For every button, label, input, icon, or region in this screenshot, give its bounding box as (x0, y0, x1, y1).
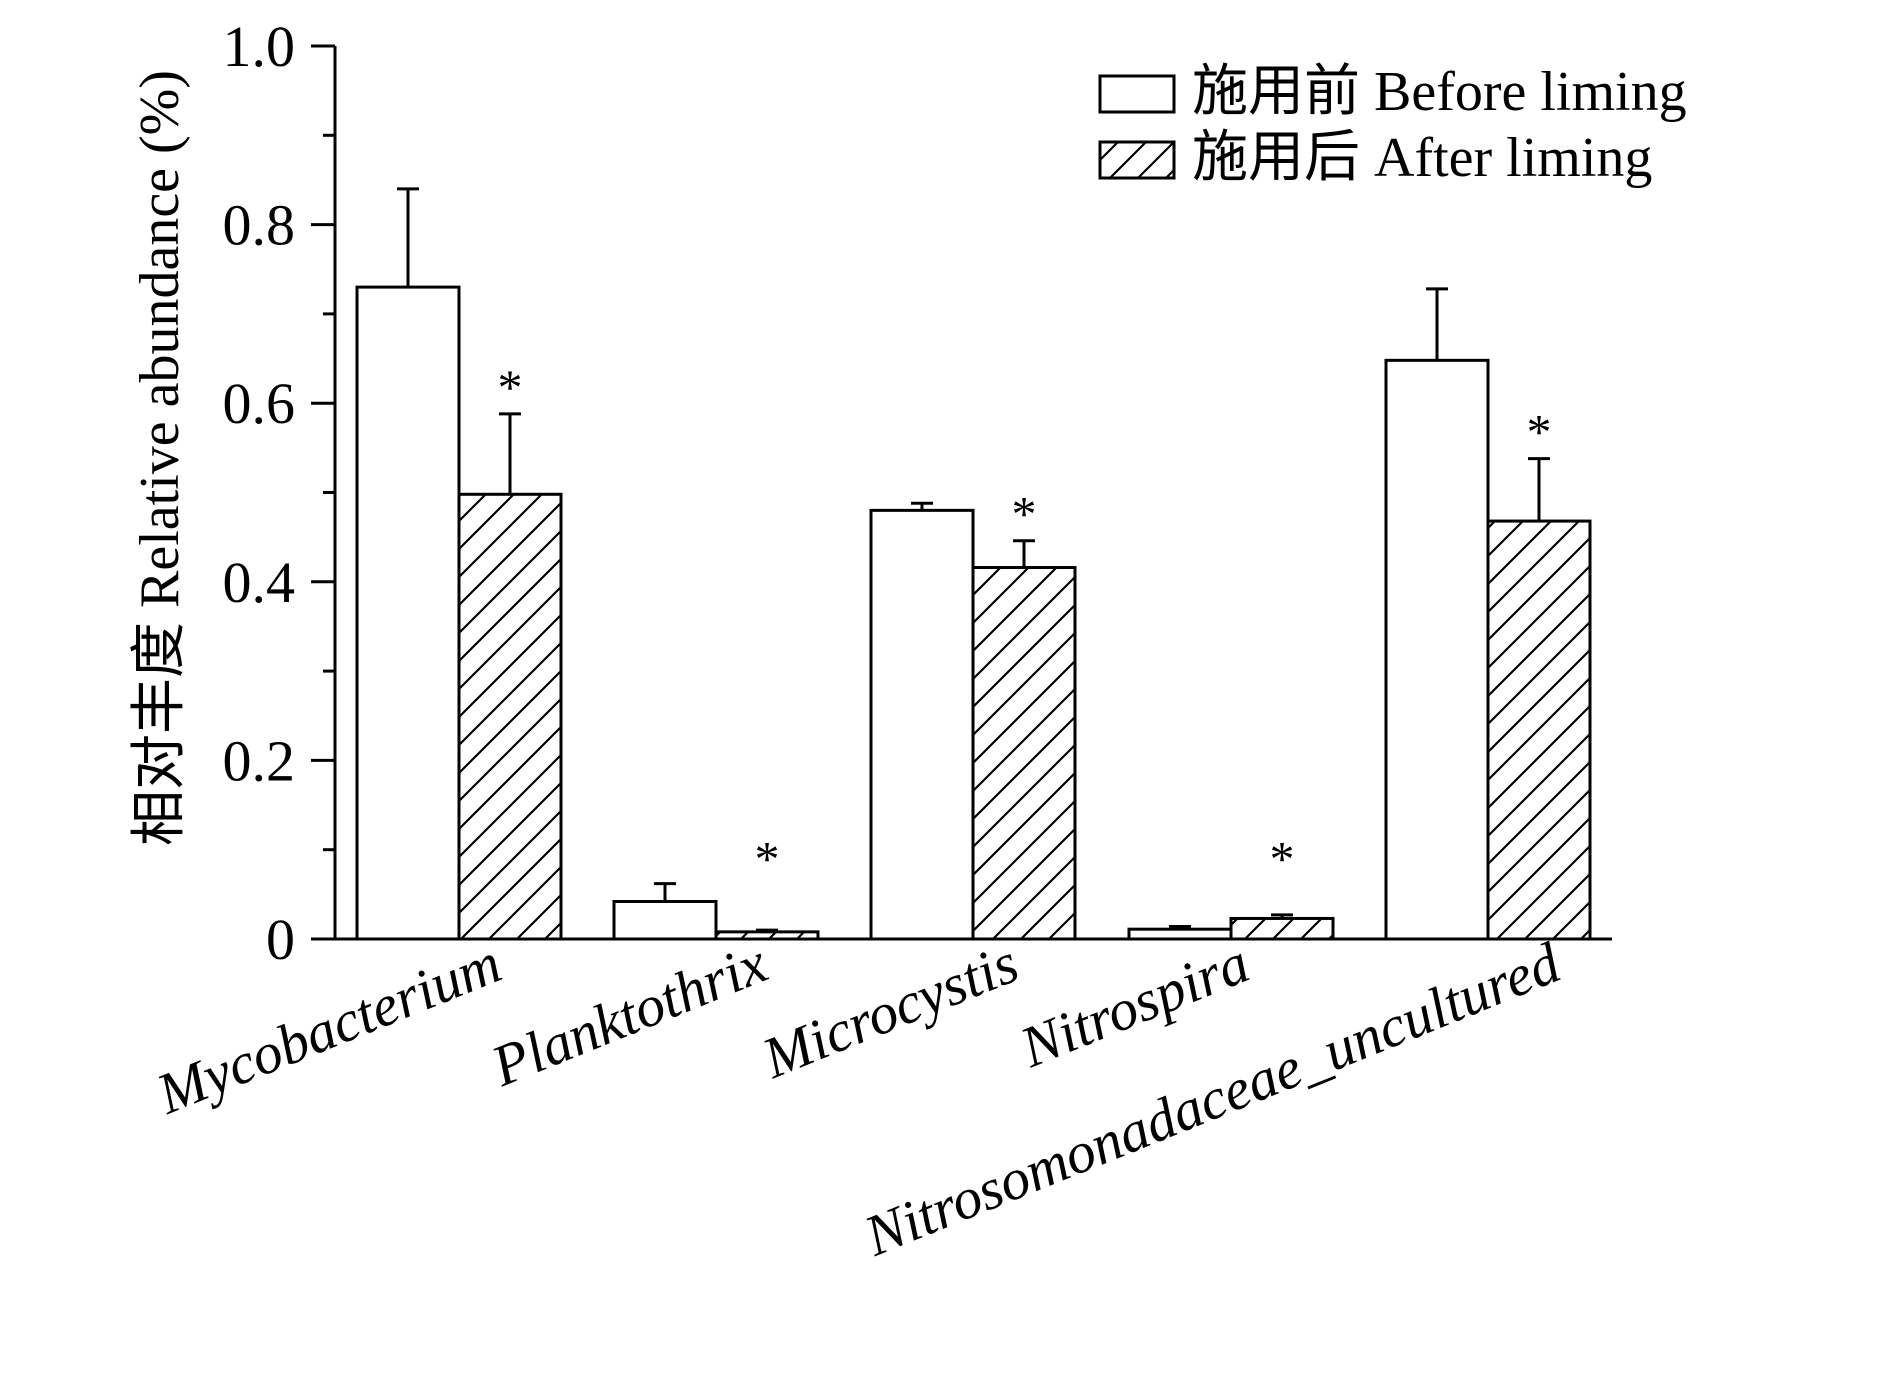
y-tick-label: 0.6 (223, 371, 296, 436)
legend-swatch-after (1098, 140, 1176, 180)
category-label: Planktothrix (482, 930, 776, 1099)
category-label: Nitrospira (1010, 930, 1257, 1080)
bar-after (1229, 916, 1335, 941)
y-tick-label: 0.2 (223, 728, 296, 793)
y-tick-label: 0.4 (223, 550, 296, 615)
bar-before (612, 899, 718, 941)
y-tick-label: 0.8 (223, 193, 296, 258)
bar-after (457, 492, 563, 941)
category-label: Microcystis (753, 930, 1027, 1091)
category-label: Mycobacterium (147, 930, 510, 1127)
category-labels: MycobacteriumPlanktothrixMicrocystisNitr… (147, 929, 1570, 1268)
significance-mark: * (755, 830, 780, 886)
y-axis-label: 相对丰度 Relative abundance (%) (129, 70, 191, 846)
bars: * * * * * (355, 187, 1592, 941)
bar-before (1384, 358, 1490, 941)
significance-mark: * (498, 359, 523, 415)
y-tick-label: 0 (266, 907, 295, 972)
y-axis: 0 0.2 0.4 0.6 0.8 1.0 (223, 14, 337, 972)
legend-label-before: 施用前 Before liming (1192, 61, 1687, 123)
bar-after (971, 566, 1077, 941)
y-tick-label: 1.0 (223, 14, 296, 79)
significance-mark: * (1012, 486, 1037, 542)
legend-label-after: 施用后 After liming (1192, 127, 1652, 189)
significance-mark: * (1270, 830, 1295, 886)
significance-mark: * (1527, 404, 1552, 460)
bar-before (355, 285, 461, 941)
legend-swatch-before (1098, 74, 1176, 114)
bar-before (869, 508, 975, 941)
bar-after (1486, 519, 1592, 941)
